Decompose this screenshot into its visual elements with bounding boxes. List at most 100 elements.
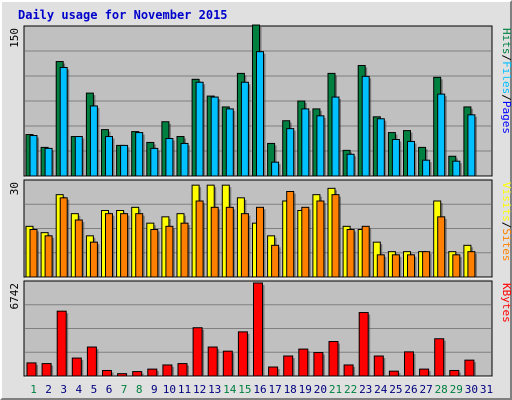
- files-bar-day-28: [437, 93, 446, 177]
- kbytes-bar-day-12: [192, 327, 203, 377]
- files-bar-day-24: [376, 118, 385, 177]
- day-label-10: 10: [163, 383, 176, 396]
- files-bar-day-7: [120, 144, 129, 177]
- day-label-9: 9: [151, 383, 158, 396]
- sites-bar-day-15: [240, 213, 249, 278]
- sites-bar-day-22: [346, 229, 355, 278]
- kbytes-bar-day-20: [313, 352, 324, 377]
- hits-legend-files: Files: [500, 61, 512, 94]
- files-bar-day-16: [256, 51, 264, 177]
- kbytes-bar-day-3: [56, 310, 67, 377]
- kbytes-bar-day-14: [222, 350, 233, 377]
- files-bar-day-2: [44, 147, 53, 177]
- files-bar-day-26: [407, 140, 415, 177]
- kbytes-bar-day-26: [404, 351, 414, 377]
- files-bar-day-30: [467, 114, 476, 177]
- kbytes-bar-day-18: [283, 355, 294, 377]
- kbytes-bar-day-2: [41, 363, 52, 377]
- kbytes-bar-day-22: [343, 364, 354, 377]
- day-label-13: 13: [208, 383, 221, 396]
- day-label-14: 14: [223, 383, 237, 396]
- hits-legend-separator: /: [500, 94, 512, 101]
- kbytes-bar-day-19: [298, 348, 309, 377]
- day-label-18: 18: [284, 383, 297, 396]
- kbytes-bar-day-13: [207, 346, 218, 377]
- day-label-27: 27: [419, 383, 432, 396]
- sites-bar-day-21: [331, 194, 340, 278]
- files-bar-day-27: [422, 159, 431, 177]
- files-bar-day-8: [135, 132, 144, 177]
- kbytes-bar-day-23: [358, 312, 369, 377]
- day-label-24: 24: [374, 383, 388, 396]
- sites-bar-day-4: [74, 219, 83, 278]
- files-bar-day-12: [195, 81, 204, 177]
- chart-title: Daily usage for November 2015: [18, 8, 228, 22]
- sites-bar-day-6: [105, 213, 113, 278]
- kbytes-bar-day-29: [449, 369, 460, 377]
- sites-legend-separator: /: [500, 222, 512, 229]
- files-bar-day-19: [301, 108, 310, 177]
- kbytes-bar-day-8: [132, 371, 143, 377]
- sites-bar-day-17: [271, 244, 280, 278]
- files-bar-day-23: [361, 75, 370, 177]
- files-bar-day-9: [150, 147, 159, 177]
- day-label-22: 22: [344, 383, 357, 396]
- sites-bar-day-13: [210, 206, 219, 278]
- files-bar-day-21: [331, 96, 340, 177]
- day-label-1: 1: [30, 383, 37, 396]
- sites-bar-day-23: [361, 225, 370, 278]
- day-label-29: 29: [450, 383, 463, 396]
- day-label-31: 31: [480, 383, 493, 396]
- kbytes-bar-day-27: [419, 368, 430, 377]
- kbytes-bar-day-17: [268, 366, 279, 377]
- kbytes-bar-day-10: [162, 364, 173, 377]
- sites-bar-day-28: [437, 216, 446, 278]
- files-bar-day-4: [74, 136, 83, 177]
- kbytes-bar-day-25: [388, 370, 399, 377]
- day-label-7: 7: [121, 383, 128, 396]
- sites-bar-day-29: [452, 254, 461, 278]
- files-bar-day-20: [316, 115, 325, 177]
- sites-bar-day-5: [89, 241, 98, 278]
- files-bar-day-13: [210, 96, 219, 177]
- kbytes-bar-day-30: [464, 359, 475, 377]
- sites-legend-visits: Visits: [500, 182, 512, 222]
- day-label-6: 6: [106, 383, 113, 396]
- day-label-5: 5: [91, 383, 98, 396]
- kbytes-bar-day-9: [147, 368, 158, 377]
- sites-legend-sites: Sites: [500, 228, 512, 261]
- kbytes-bar-day-28: [434, 338, 445, 377]
- sites-bar-day-26: [407, 254, 415, 278]
- files-bar-day-11: [180, 142, 189, 177]
- day-label-8: 8: [136, 383, 143, 396]
- sites-bar-day-8: [135, 213, 144, 278]
- sites-bar-day-27: [422, 251, 431, 278]
- kbytes-bar-day-6: [102, 369, 112, 377]
- kbytes-bar-day-1: [26, 362, 37, 377]
- files-bar-day-29: [452, 160, 461, 177]
- sites-bar-day-25: [391, 254, 400, 278]
- kbytes-bar-day-5: [86, 346, 97, 377]
- sites-bar-day-24: [376, 254, 385, 278]
- kbytes-bar-day-24: [373, 355, 384, 377]
- kbytes-bar-day-15: [237, 331, 248, 377]
- hits-legend-separator: /: [500, 55, 512, 62]
- day-label-11: 11: [178, 383, 191, 396]
- files-bar-day-18: [286, 128, 295, 177]
- kbytes-bar-day-16: [253, 282, 263, 377]
- sites-bar-day-9: [150, 229, 159, 278]
- sites-bar-day-19: [301, 206, 310, 278]
- files-bar-day-14: [225, 108, 234, 177]
- sites-bar-day-18: [286, 191, 295, 278]
- sites-bar-day-30: [467, 251, 476, 278]
- day-label-15: 15: [238, 383, 251, 396]
- sites-bar-day-12: [195, 200, 204, 278]
- files-bar-day-5: [89, 105, 98, 177]
- hits-legend: Hits/Files/Pages: [500, 28, 512, 134]
- files-bar-day-25: [391, 138, 400, 177]
- sites-bar-day-11: [180, 222, 189, 278]
- day-label-3: 3: [60, 383, 67, 396]
- day-label-20: 20: [314, 383, 327, 396]
- day-label-12: 12: [193, 383, 206, 396]
- sites-legend: Visits/Sites: [500, 182, 512, 262]
